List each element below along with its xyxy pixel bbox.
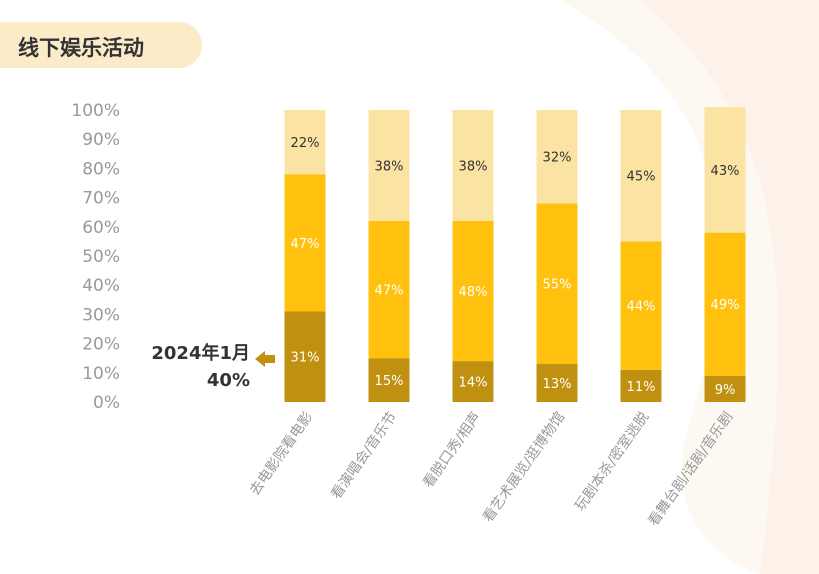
- callout-date: 2024年1月: [151, 343, 250, 364]
- data-label: 13%: [543, 377, 572, 392]
- bar-segment: [536, 203, 578, 365]
- data-label: 22%: [291, 136, 320, 151]
- y-tick-label: 40%: [82, 276, 120, 296]
- y-tick-label: 50%: [82, 247, 120, 267]
- y-tick-label: 30%: [82, 305, 120, 325]
- data-label: 15%: [375, 374, 404, 389]
- y-tick-label: 60%: [82, 218, 120, 238]
- chart-title: 线下娱乐活动: [18, 36, 144, 60]
- data-label: 11%: [627, 380, 656, 395]
- data-label: 48%: [459, 285, 488, 300]
- bar-segment: [284, 174, 326, 312]
- bar-segment: [452, 220, 494, 362]
- bar-segment: [536, 364, 578, 402]
- bar-segment: [368, 220, 410, 359]
- bar-segment: [284, 311, 326, 402]
- bar-segment: [452, 110, 494, 221]
- data-label: 49%: [711, 298, 740, 313]
- x-category-label: 看演唱会/音乐节: [327, 409, 400, 503]
- data-label: 45%: [627, 170, 656, 185]
- data-label: 9%: [715, 383, 736, 398]
- bar-segment: [620, 110, 662, 242]
- callout-arrow-icon: [255, 351, 275, 367]
- data-label: 43%: [711, 164, 740, 179]
- x-category-label: 看脱口秀/相声: [420, 409, 484, 491]
- bar-segment: [620, 369, 662, 402]
- x-category-label: 看舞台剧/话剧/音乐剧: [645, 409, 737, 530]
- bar-segment: [704, 107, 746, 233]
- bar-segment: [620, 241, 662, 370]
- data-label: 47%: [375, 284, 404, 299]
- x-category-label: 玩剧本杀/密室逃脱: [571, 409, 652, 514]
- bar-segment: [284, 110, 326, 175]
- bar-segment: [704, 232, 746, 376]
- y-tick-label: 10%: [82, 364, 120, 384]
- data-label: 31%: [291, 351, 320, 366]
- y-tick-label: 100%: [71, 101, 120, 121]
- data-label: 38%: [459, 159, 488, 174]
- bar-segment: [368, 358, 410, 402]
- data-label: 38%: [375, 159, 404, 174]
- bar-segment: [536, 110, 578, 204]
- bar-segment: [704, 375, 746, 402]
- data-label: 14%: [459, 376, 488, 391]
- y-tick-label: 0%: [93, 393, 120, 413]
- y-tick-label: 80%: [82, 159, 120, 179]
- bar-segment: [368, 110, 410, 221]
- callout-value: 40%: [206, 370, 250, 391]
- y-tick-label: 70%: [82, 189, 120, 209]
- title-banner: 线下娱乐活动: [0, 22, 202, 68]
- data-label: 32%: [543, 151, 572, 166]
- y-tick-label: 20%: [82, 335, 120, 355]
- x-category-label: 去电影院看电影: [247, 409, 316, 498]
- data-label: 47%: [291, 237, 320, 252]
- callout-annotation: 2024年1月 40%: [120, 340, 250, 394]
- bar-segment: [452, 361, 494, 402]
- data-label: 55%: [543, 278, 572, 293]
- x-category-label: 看艺术展览/逛博物馆: [479, 409, 568, 526]
- data-label: 44%: [627, 300, 656, 315]
- y-tick-label: 90%: [82, 130, 120, 150]
